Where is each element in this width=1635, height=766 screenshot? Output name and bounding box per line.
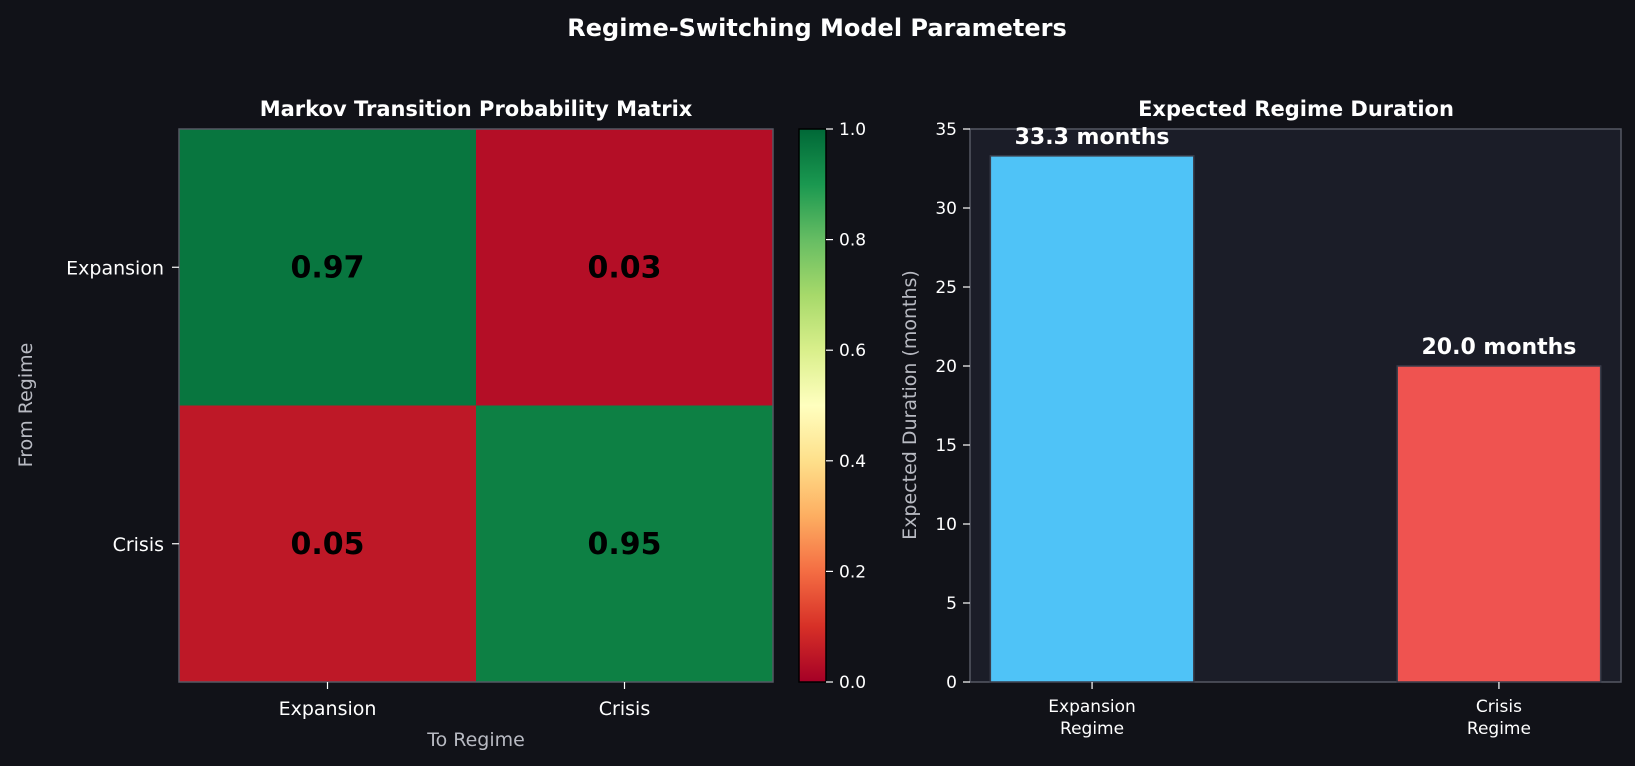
heatmap-cell-label: 0.03 — [587, 250, 661, 285]
heatmap-cell-label: 0.97 — [290, 250, 364, 285]
heatmap-y-axis-label: From Regime — [15, 343, 37, 468]
bar-y-tick-label: 0 — [946, 673, 957, 693]
bar-x-tick-label: Crisis Regime — [1467, 697, 1531, 739]
colorbar: 0.0 0.2 0.4 0.6 0.8 1.0 — [798, 120, 866, 693]
colorbar-tick-label: 0.0 — [839, 673, 866, 693]
heatmap-cells: 0.97 0.03 0.05 0.95 — [179, 129, 773, 682]
bar-y-tick-label: 5 — [946, 594, 957, 614]
colorbar-gradient — [798, 128, 827, 683]
heatmap-x-tick-label: Expansion — [279, 698, 377, 720]
heatmap-x-ticks: Expansion Crisis — [279, 682, 650, 720]
figure-title: Regime-Switching Model Parameters — [567, 14, 1066, 42]
bar-y-tick-label: 20 — [935, 357, 957, 377]
heatmap-panel: Markov Transition Probability Matrix 0.9… — [15, 97, 774, 751]
heatmap-frame — [178, 128, 774, 683]
colorbar-ticks: 0.0 0.2 0.4 0.6 0.8 1.0 — [826, 120, 866, 693]
heatmap-y-ticks: Expansion Crisis — [66, 257, 179, 556]
bar-x-tick-label: Expansion Regime — [1048, 697, 1136, 739]
bar-y-ticks: 0 5 10 15 20 25 30 35 — [935, 120, 970, 693]
bar-y-tick-label: 10 — [935, 515, 957, 535]
bar-x-ticks: Expansion Regime Crisis Regime — [1048, 682, 1531, 739]
colorbar-tick-label: 0.4 — [839, 452, 866, 472]
heatmap-y-tick-label: Expansion — [66, 257, 164, 279]
bar-y-axis-label: Expected Duration (months) — [899, 270, 921, 540]
heatmap-cell-label: 0.95 — [587, 527, 661, 562]
bar-y-tick-label: 35 — [935, 120, 957, 140]
bar-y-tick-label: 25 — [935, 278, 957, 298]
colorbar-tick-label: 0.6 — [839, 341, 866, 361]
heatmap-cell — [476, 405, 773, 682]
heatmap-x-axis-label: To Regime — [426, 729, 525, 751]
heatmap-cell — [179, 129, 476, 406]
bar-value-label: 33.3 months — [1015, 125, 1170, 150]
heatmap-cell — [476, 129, 773, 406]
heatmap-cell-label: 0.05 — [290, 527, 364, 562]
colorbar-tick-label: 0.2 — [839, 562, 866, 582]
bar-marks: 33.3 months 20.0 months — [989, 125, 1602, 683]
colorbar-tick-label: 0.8 — [839, 231, 866, 251]
bar-chart-title: Expected Regime Duration — [1138, 97, 1454, 121]
bar-value-label: 20.0 months — [1421, 335, 1576, 360]
bar-y-tick-label: 30 — [935, 199, 957, 219]
colorbar-tick-label: 1.0 — [839, 120, 866, 140]
heatmap-title: Markov Transition Probability Matrix — [260, 97, 693, 121]
heatmap-y-tick-label: Crisis — [113, 534, 164, 556]
bar-y-tick-label: 15 — [935, 436, 957, 456]
bar — [1396, 365, 1602, 683]
bar — [989, 155, 1195, 683]
bar-panel: Expected Regime Duration 05101520253035 … — [899, 97, 1622, 739]
heatmap-x-tick-label: Crisis — [599, 698, 650, 720]
heatmap-cell — [179, 405, 476, 682]
